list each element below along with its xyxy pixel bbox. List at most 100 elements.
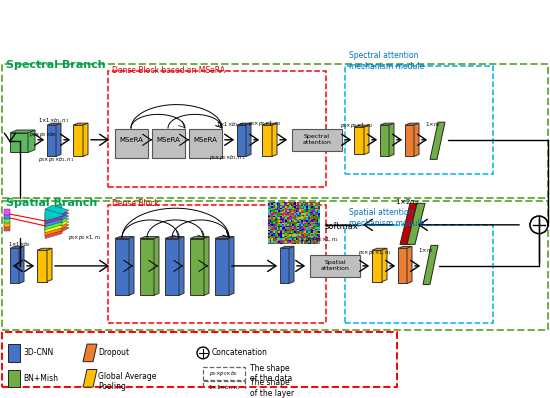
Polygon shape	[47, 123, 61, 125]
Polygon shape	[83, 123, 88, 156]
Polygon shape	[289, 246, 294, 283]
FancyBboxPatch shape	[280, 248, 289, 283]
FancyBboxPatch shape	[189, 129, 222, 158]
Polygon shape	[262, 123, 277, 125]
Polygon shape	[19, 246, 24, 283]
Text: $1{\times}n_2$: $1{\times}n_2$	[418, 246, 433, 255]
Polygon shape	[73, 123, 88, 125]
Polygon shape	[215, 236, 234, 238]
Text: $1{\times}1{\times}b_1,n_1$: $1{\times}1{\times}b_1,n_1$	[38, 116, 69, 125]
Polygon shape	[83, 344, 97, 362]
Text: $p_0{\times}p_0{\times}b_1, n_1$: $p_0{\times}p_0{\times}b_1, n_1$	[209, 153, 245, 162]
FancyBboxPatch shape	[10, 133, 28, 152]
Polygon shape	[405, 123, 419, 125]
Polygon shape	[407, 246, 412, 283]
Polygon shape	[47, 248, 52, 281]
Polygon shape	[28, 130, 35, 152]
Polygon shape	[430, 122, 445, 159]
Polygon shape	[280, 246, 294, 248]
FancyBboxPatch shape	[37, 250, 47, 281]
Text: Dropout: Dropout	[98, 348, 129, 357]
Polygon shape	[45, 210, 62, 227]
Polygon shape	[140, 236, 159, 238]
Text: The shape
of the data: The shape of the data	[250, 364, 292, 383]
FancyBboxPatch shape	[354, 127, 364, 154]
Text: $p_0{\times}p_0{\times}b_1, n_1$: $p_0{\times}p_0{\times}b_1, n_1$	[38, 155, 74, 164]
Polygon shape	[229, 236, 234, 295]
Text: $p_0{\times}p_0{\times}b_0$: $p_0{\times}p_0{\times}b_0$	[29, 130, 57, 139]
Polygon shape	[45, 223, 69, 232]
Text: Spatial attention
mechanism module: Spatial attention mechanism module	[349, 208, 424, 228]
FancyBboxPatch shape	[292, 129, 342, 150]
Polygon shape	[10, 246, 24, 248]
FancyBboxPatch shape	[115, 129, 148, 158]
FancyBboxPatch shape	[4, 217, 10, 223]
FancyBboxPatch shape	[165, 238, 179, 295]
Polygon shape	[237, 123, 251, 125]
Polygon shape	[45, 220, 69, 229]
FancyBboxPatch shape	[8, 369, 20, 387]
Text: MSeRA: MSeRA	[119, 137, 143, 143]
FancyBboxPatch shape	[152, 129, 185, 158]
FancyBboxPatch shape	[237, 125, 246, 156]
Polygon shape	[354, 125, 369, 127]
FancyBboxPatch shape	[47, 125, 56, 156]
FancyBboxPatch shape	[4, 213, 10, 219]
Polygon shape	[45, 213, 62, 230]
Polygon shape	[154, 236, 159, 295]
Text: Spatial
attention: Spatial attention	[321, 261, 349, 271]
FancyBboxPatch shape	[380, 125, 389, 156]
Text: $p_0{\times}p_0{\times}1,n_1$: $p_0{\times}p_0{\times}1,n_1$	[305, 236, 339, 244]
Polygon shape	[45, 205, 69, 214]
Polygon shape	[204, 236, 209, 295]
Text: $1{\times}1{\times}b_1,n_2$: $1{\times}1{\times}b_1,n_2$	[216, 120, 248, 129]
Text: $p_0{\times}p_0{\times}1,n_2$: $p_0{\times}p_0{\times}1,n_2$	[340, 121, 374, 130]
Polygon shape	[45, 216, 62, 233]
Text: $p_0{\times}p_0{\times}1, n_1$: $p_0{\times}p_0{\times}1, n_1$	[358, 248, 392, 257]
Text: Dense Block: Dense Block	[112, 199, 159, 208]
Polygon shape	[37, 248, 52, 250]
Text: $p_0{\times}p_0{\times}1,n_2$: $p_0{\times}p_0{\times}1,n_2$	[248, 119, 282, 128]
Polygon shape	[179, 236, 184, 295]
FancyBboxPatch shape	[140, 238, 154, 295]
Text: $1{\times}1{\times}b_0$: $1{\times}1{\times}b_0$	[8, 240, 31, 249]
Text: Dense Block based on MSeRA: Dense Block based on MSeRA	[112, 66, 225, 75]
Polygon shape	[45, 208, 69, 217]
FancyBboxPatch shape	[10, 248, 19, 283]
Polygon shape	[56, 123, 61, 156]
Polygon shape	[10, 130, 35, 133]
FancyBboxPatch shape	[4, 221, 10, 227]
Polygon shape	[115, 236, 134, 238]
Polygon shape	[190, 236, 209, 238]
Text: Spatial Branch: Spatial Branch	[6, 198, 97, 208]
Polygon shape	[407, 203, 425, 244]
Polygon shape	[372, 248, 387, 250]
FancyBboxPatch shape	[4, 225, 10, 231]
FancyBboxPatch shape	[73, 125, 83, 156]
Polygon shape	[389, 123, 394, 156]
Text: 3D-CNN: 3D-CNN	[23, 348, 53, 357]
FancyBboxPatch shape	[115, 238, 129, 295]
Polygon shape	[246, 123, 251, 156]
Text: softmax: softmax	[325, 222, 359, 231]
Polygon shape	[165, 236, 184, 238]
Polygon shape	[45, 219, 62, 236]
Polygon shape	[272, 123, 277, 156]
Polygon shape	[382, 248, 387, 281]
Text: BN+Mish: BN+Mish	[23, 374, 58, 383]
Polygon shape	[414, 123, 419, 156]
FancyBboxPatch shape	[190, 238, 204, 295]
FancyBboxPatch shape	[4, 209, 10, 215]
Text: Concatenation: Concatenation	[212, 348, 268, 357]
Polygon shape	[45, 217, 69, 226]
Text: $1{\times}2n_2$: $1{\times}2n_2$	[395, 198, 419, 209]
Polygon shape	[400, 203, 418, 244]
Text: Spectral Branch: Spectral Branch	[6, 60, 106, 70]
Polygon shape	[45, 207, 62, 224]
Text: $p_0{\times}p_0{\times}1,n_1$: $p_0{\times}p_0{\times}1,n_1$	[68, 232, 102, 242]
Text: Spectral attention
mechanism module: Spectral attention mechanism module	[349, 51, 424, 71]
FancyBboxPatch shape	[405, 125, 414, 156]
Polygon shape	[364, 125, 369, 154]
Text: $1{\times}n_2$: $1{\times}n_2$	[425, 120, 441, 129]
FancyBboxPatch shape	[215, 238, 229, 295]
